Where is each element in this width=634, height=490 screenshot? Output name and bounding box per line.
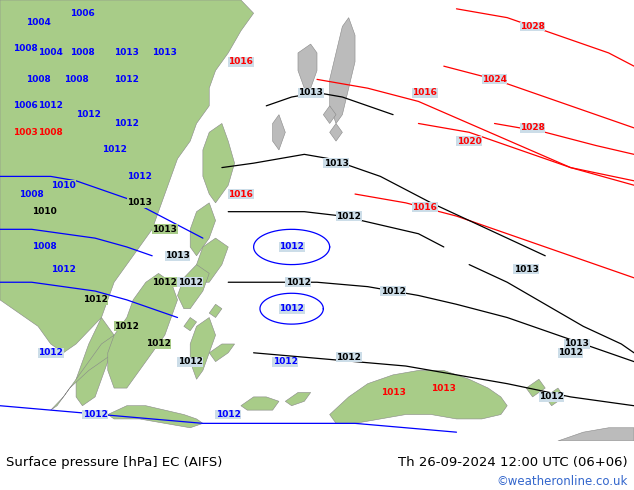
Text: 1006: 1006 <box>13 101 38 110</box>
Text: 1008: 1008 <box>70 49 95 57</box>
Text: 1016: 1016 <box>412 88 437 97</box>
Text: 1012: 1012 <box>152 278 178 287</box>
Text: 1012: 1012 <box>336 353 361 362</box>
Polygon shape <box>545 388 564 406</box>
Polygon shape <box>76 318 114 406</box>
Text: 1012: 1012 <box>178 357 203 366</box>
Polygon shape <box>273 115 285 150</box>
Polygon shape <box>209 304 222 318</box>
Text: 1008: 1008 <box>13 44 38 53</box>
Text: 1012: 1012 <box>127 172 152 181</box>
Text: 1012: 1012 <box>558 348 583 357</box>
Text: 1012: 1012 <box>216 410 241 419</box>
Text: 1004: 1004 <box>38 49 63 57</box>
Text: 1012: 1012 <box>114 119 139 128</box>
Text: 1012: 1012 <box>38 101 63 110</box>
Text: Th 26-09-2024 12:00 UTC (06+06): Th 26-09-2024 12:00 UTC (06+06) <box>398 456 628 469</box>
Text: 1016: 1016 <box>412 203 437 212</box>
Text: 1013: 1013 <box>165 251 190 260</box>
Text: 1013: 1013 <box>298 88 323 97</box>
Text: 1013: 1013 <box>127 198 152 207</box>
Text: 1012: 1012 <box>336 212 361 220</box>
Polygon shape <box>209 344 235 362</box>
Text: 1016: 1016 <box>228 190 254 198</box>
Text: 1012: 1012 <box>178 278 203 287</box>
Polygon shape <box>323 106 336 123</box>
Polygon shape <box>203 123 235 203</box>
Text: Surface pressure [hPa] EC (AIFS): Surface pressure [hPa] EC (AIFS) <box>6 456 223 469</box>
Text: 1013: 1013 <box>152 225 178 234</box>
Text: 1012: 1012 <box>114 75 139 84</box>
Polygon shape <box>184 318 197 331</box>
Polygon shape <box>330 18 355 123</box>
Polygon shape <box>190 203 216 256</box>
Text: 1003: 1003 <box>13 128 38 137</box>
Text: 1012: 1012 <box>38 348 63 357</box>
Text: ©weatheronline.co.uk: ©weatheronline.co.uk <box>496 474 628 488</box>
Text: 1012: 1012 <box>114 322 139 331</box>
Text: 1012: 1012 <box>51 265 76 273</box>
Text: 1012: 1012 <box>101 146 127 154</box>
Text: 1012: 1012 <box>279 304 304 313</box>
Text: 1013: 1013 <box>152 49 178 57</box>
Polygon shape <box>197 238 228 282</box>
Text: 1013: 1013 <box>114 49 139 57</box>
Polygon shape <box>330 370 507 423</box>
Text: 1008: 1008 <box>19 190 44 198</box>
Polygon shape <box>285 392 311 406</box>
Text: 1016: 1016 <box>228 57 254 66</box>
Polygon shape <box>51 335 120 410</box>
Text: 1008: 1008 <box>25 75 51 84</box>
Text: 1008: 1008 <box>32 243 57 251</box>
Text: 1004: 1004 <box>25 18 51 26</box>
Polygon shape <box>558 428 634 441</box>
Polygon shape <box>0 0 254 353</box>
Polygon shape <box>241 397 279 410</box>
Text: 1013: 1013 <box>431 384 456 392</box>
Polygon shape <box>108 406 203 428</box>
Text: 1006: 1006 <box>70 9 95 18</box>
Text: 1012: 1012 <box>273 357 298 366</box>
Text: 1028: 1028 <box>520 22 545 31</box>
Text: 1013: 1013 <box>564 340 590 348</box>
Text: 1024: 1024 <box>482 75 507 84</box>
Text: 1012: 1012 <box>380 287 406 295</box>
Text: 1013: 1013 <box>323 159 349 168</box>
Text: 1012: 1012 <box>82 410 108 419</box>
Text: 1008: 1008 <box>38 128 63 137</box>
Polygon shape <box>108 273 178 388</box>
Polygon shape <box>298 44 317 88</box>
Text: 1028: 1028 <box>520 123 545 132</box>
Text: 1012: 1012 <box>539 392 564 401</box>
Text: 1012: 1012 <box>146 340 171 348</box>
Polygon shape <box>178 265 209 309</box>
Polygon shape <box>330 123 342 141</box>
Text: 1012: 1012 <box>82 295 108 304</box>
Text: 1012: 1012 <box>76 110 101 119</box>
Text: 1012: 1012 <box>285 278 311 287</box>
Text: 1008: 1008 <box>63 75 89 84</box>
Text: 1013: 1013 <box>514 265 539 273</box>
Text: 1013: 1013 <box>380 388 406 397</box>
Text: 1010: 1010 <box>32 207 57 216</box>
Polygon shape <box>526 379 545 397</box>
Text: 1010: 1010 <box>51 181 76 190</box>
Text: 1012: 1012 <box>279 243 304 251</box>
Text: 1020: 1020 <box>456 137 482 146</box>
Polygon shape <box>190 318 216 379</box>
